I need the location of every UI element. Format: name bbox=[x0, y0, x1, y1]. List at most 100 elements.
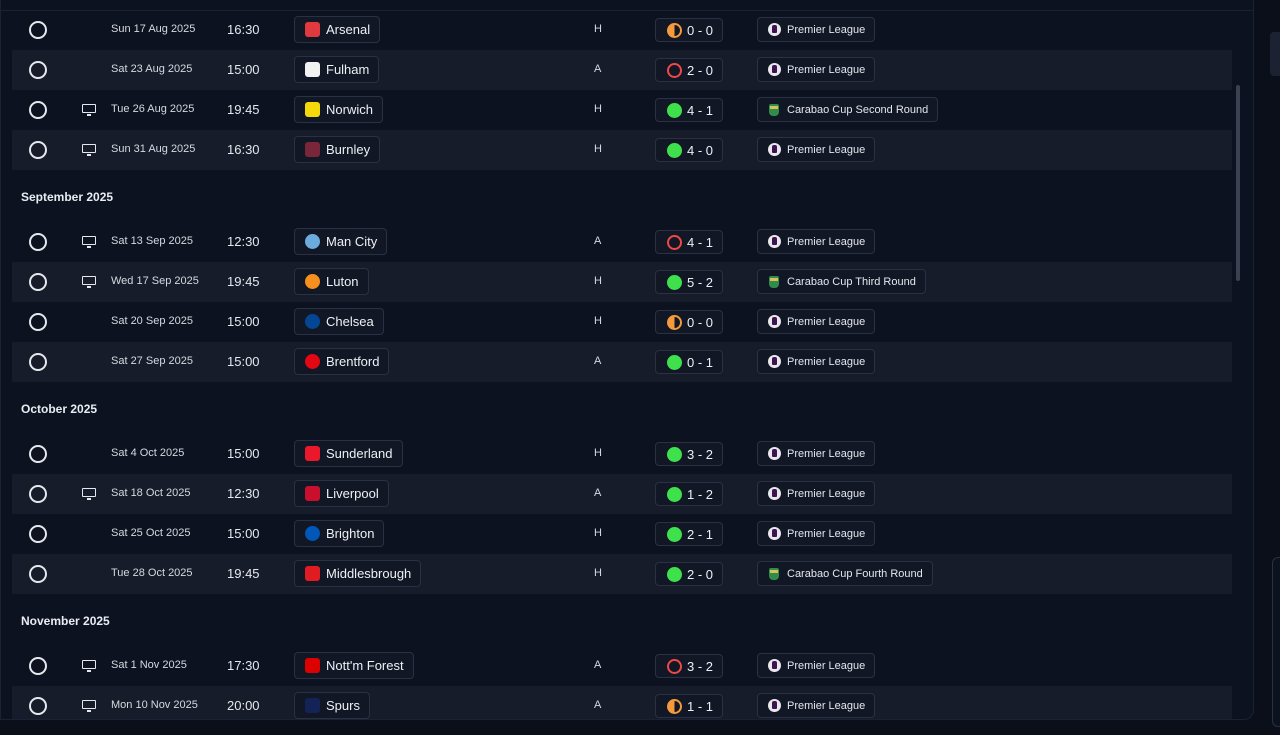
opponent-chip[interactable]: Brighton bbox=[294, 520, 385, 547]
opponent-chip[interactable]: Norwich bbox=[294, 96, 383, 123]
fixture-row[interactable]: Sat 1 Nov 2025 17:30 Nott'm Forest A 3 -… bbox=[12, 646, 1232, 686]
select-circle-icon[interactable] bbox=[29, 313, 47, 331]
fixtures-panel: Sun 17 Aug 2025 16:30 Arsenal H 0 - 0 Pr… bbox=[0, 0, 1254, 720]
competition-chip[interactable]: Premier League bbox=[757, 441, 876, 466]
select-circle-icon[interactable] bbox=[29, 101, 47, 119]
result-chip[interactable]: 3 - 2 bbox=[655, 442, 723, 466]
venue-indicator: H bbox=[594, 315, 602, 327]
fixture-row[interactable]: Sat 25 Oct 2025 15:00 Brighton H 2 - 1 P… bbox=[12, 514, 1232, 554]
fixture-row[interactable]: Mon 10 Nov 2025 20:00 Spurs A 1 - 1 Prem… bbox=[12, 686, 1232, 719]
result-chip[interactable]: 0 - 0 bbox=[655, 18, 723, 42]
fixture-time: 15:00 bbox=[227, 526, 260, 541]
select-circle-icon[interactable] bbox=[29, 445, 47, 463]
score-text: 1 - 1 bbox=[687, 698, 714, 714]
select-circle-icon[interactable] bbox=[29, 61, 47, 79]
result-chip[interactable]: 5 - 2 bbox=[655, 270, 723, 294]
opponent-chip[interactable]: Luton bbox=[294, 268, 369, 295]
opponent-chip[interactable]: Nott'm Forest bbox=[294, 652, 414, 679]
opponent-name: Burnley bbox=[326, 142, 371, 157]
result-chip[interactable]: 0 - 0 bbox=[655, 310, 723, 334]
select-circle-icon[interactable] bbox=[29, 485, 47, 503]
premier-league-icon bbox=[767, 699, 781, 713]
select-circle-icon[interactable] bbox=[29, 21, 47, 39]
select-circle-icon[interactable] bbox=[29, 233, 47, 251]
select-circle-icon[interactable] bbox=[29, 273, 47, 291]
fixture-row[interactable]: Sat 4 Oct 2025 15:00 Sunderland H 3 - 2 … bbox=[12, 434, 1232, 474]
competition-chip[interactable]: Premier League bbox=[757, 521, 876, 546]
opponent-chip[interactable]: Sunderland bbox=[294, 440, 403, 467]
competition-chip[interactable]: Carabao Cup Second Round bbox=[757, 97, 939, 122]
fixture-row[interactable]: Sat 18 Oct 2025 12:30 Liverpool A 1 - 2 … bbox=[12, 474, 1232, 514]
opponent-chip[interactable]: Brentford bbox=[294, 348, 390, 375]
result-chip[interactable]: 3 - 2 bbox=[655, 654, 723, 678]
opponent-chip[interactable]: Middlesbrough bbox=[294, 560, 422, 587]
score-text: 3 - 2 bbox=[687, 658, 714, 674]
opponent-chip[interactable]: Burnley bbox=[294, 136, 381, 163]
result-chip[interactable]: 2 - 0 bbox=[655, 58, 723, 82]
club-crest-icon bbox=[305, 102, 320, 117]
competition-chip[interactable]: Premier League bbox=[757, 481, 876, 506]
fixture-time: 12:30 bbox=[227, 486, 260, 501]
opponent-chip[interactable]: Arsenal bbox=[294, 16, 381, 43]
result-icon bbox=[667, 526, 682, 542]
result-chip[interactable]: 4 - 1 bbox=[655, 230, 723, 254]
fixture-time: 16:30 bbox=[227, 22, 260, 37]
opponent-chip[interactable]: Fulham bbox=[294, 56, 380, 83]
fixture-row[interactable]: Tue 28 Oct 2025 19:45 Middlesbrough H 2 … bbox=[12, 554, 1232, 594]
tv-broadcast-icon bbox=[82, 488, 96, 501]
score-text: 4 - 1 bbox=[687, 102, 714, 118]
opponent-name: Man City bbox=[326, 234, 378, 249]
panel-divider bbox=[1, 10, 1253, 11]
opponent-chip[interactable]: Man City bbox=[294, 228, 388, 255]
club-crest-icon bbox=[305, 698, 320, 713]
month-header: November 2025 bbox=[12, 594, 1232, 646]
fixture-row[interactable]: Sat 23 Aug 2025 15:00 Fulham A 2 - 0 Pre… bbox=[12, 50, 1232, 90]
fixture-row[interactable]: Sat 27 Sep 2025 15:00 Brentford A 0 - 1 … bbox=[12, 342, 1232, 382]
result-chip[interactable]: 4 - 1 bbox=[655, 98, 723, 122]
competition-chip[interactable]: Premier League bbox=[757, 653, 876, 678]
venue-indicator: H bbox=[594, 23, 602, 35]
fixture-row[interactable]: Tue 26 Aug 2025 19:45 Norwich H 4 - 1 Ca… bbox=[12, 90, 1232, 130]
opponent-chip[interactable]: Liverpool bbox=[294, 480, 389, 507]
score-text: 4 - 1 bbox=[687, 234, 714, 250]
select-circle-icon[interactable] bbox=[29, 657, 47, 675]
competition-chip[interactable]: Premier League bbox=[757, 229, 876, 254]
result-chip[interactable]: 0 - 1 bbox=[655, 350, 723, 374]
result-icon bbox=[667, 234, 682, 250]
select-circle-icon[interactable] bbox=[29, 353, 47, 371]
competition-chip[interactable]: Carabao Cup Third Round bbox=[757, 269, 926, 294]
fixture-row[interactable]: Sat 20 Sep 2025 15:00 Chelsea H 0 - 0 Pr… bbox=[12, 302, 1232, 342]
result-chip[interactable]: 1 - 2 bbox=[655, 482, 723, 506]
competition-chip[interactable]: Premier League bbox=[757, 309, 876, 334]
result-chip[interactable]: 1 - 1 bbox=[655, 694, 723, 718]
competition-chip[interactable]: Premier League bbox=[757, 693, 876, 718]
venue-indicator: H bbox=[594, 103, 602, 115]
competition-chip[interactable]: Premier League bbox=[757, 137, 876, 162]
competition-name: Premier League bbox=[787, 447, 866, 460]
result-chip[interactable]: 2 - 0 bbox=[655, 562, 723, 586]
fixture-row[interactable]: Sun 31 Aug 2025 16:30 Burnley H 4 - 0 Pr… bbox=[12, 130, 1232, 170]
competition-name: Premier League bbox=[787, 487, 866, 500]
fixture-row[interactable]: Wed 17 Sep 2025 19:45 Luton H 5 - 2 Cara… bbox=[12, 262, 1232, 302]
result-chip[interactable]: 2 - 1 bbox=[655, 522, 723, 546]
competition-chip[interactable]: Premier League bbox=[757, 57, 876, 82]
result-icon bbox=[667, 22, 682, 38]
competition-name: Premier League bbox=[787, 23, 866, 36]
select-circle-icon[interactable] bbox=[29, 525, 47, 543]
result-icon bbox=[667, 314, 682, 330]
opponent-chip[interactable]: Spurs bbox=[294, 692, 370, 719]
score-text: 0 - 0 bbox=[687, 22, 714, 38]
select-circle-icon[interactable] bbox=[29, 697, 47, 715]
tv-broadcast-icon bbox=[82, 660, 96, 673]
competition-chip[interactable]: Carabao Cup Fourth Round bbox=[757, 561, 933, 586]
fixture-time: 15:00 bbox=[227, 314, 260, 329]
scrollbar-thumb[interactable] bbox=[1236, 85, 1240, 281]
select-circle-icon[interactable] bbox=[29, 141, 47, 159]
select-circle-icon[interactable] bbox=[29, 565, 47, 583]
fixture-row[interactable]: Sat 13 Sep 2025 12:30 Man City A 4 - 1 P… bbox=[12, 222, 1232, 262]
opponent-chip[interactable]: Chelsea bbox=[294, 308, 384, 335]
competition-chip[interactable]: Premier League bbox=[757, 349, 876, 374]
result-chip[interactable]: 4 - 0 bbox=[655, 138, 723, 162]
competition-chip[interactable]: Premier League bbox=[757, 17, 876, 42]
fixture-row[interactable]: Sun 17 Aug 2025 16:30 Arsenal H 0 - 0 Pr… bbox=[12, 10, 1232, 50]
